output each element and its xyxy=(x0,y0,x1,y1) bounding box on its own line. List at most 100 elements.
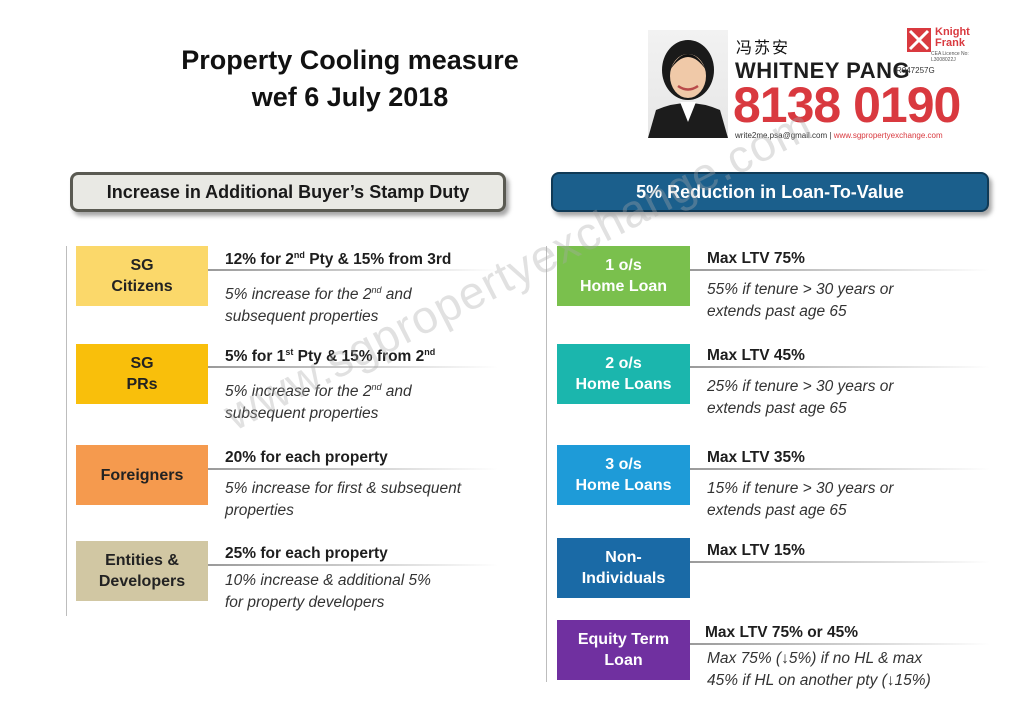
note-text: 15% if tenure > 30 years or xyxy=(707,480,894,497)
ltv-max-heading: Max LTV 75% or 45% xyxy=(705,624,859,641)
ltv-note: 55% if tenure > 30 years or extends past… xyxy=(707,279,894,323)
absd-note: 5% increase for the 2nd and subsequent p… xyxy=(225,376,412,425)
category-label: Home Loan xyxy=(579,278,668,295)
absd-rate-heading: 25% for each property xyxy=(225,545,388,563)
absd-divider xyxy=(66,246,67,616)
note-text: subsequent properties xyxy=(225,308,379,326)
ltv-divider xyxy=(546,246,547,682)
note-text: for property developers xyxy=(225,594,385,611)
category-label: Non- xyxy=(605,549,642,566)
category-label: SG xyxy=(130,355,154,372)
row-rule xyxy=(690,643,990,645)
ltv-max-heading: Max LTV 45% xyxy=(707,347,805,364)
note-text: subsequent properties xyxy=(225,405,379,423)
rate-text: Pty & 15% from 3rd xyxy=(304,251,452,269)
category-label: Individuals xyxy=(581,570,666,587)
note-text: and xyxy=(381,286,412,304)
agent-phone[interactable]: 8138 0190 xyxy=(733,77,961,133)
absd-category-sg-prs: SG PRs xyxy=(76,344,208,404)
agent-registration: R047257G xyxy=(896,66,935,75)
note-text: Max 75% (↓5%) if no HL & max xyxy=(707,650,923,667)
absd-category-entities-developers: Entities & Developers xyxy=(76,541,208,601)
category-label: Entities & xyxy=(105,552,179,569)
ltv-category-1-home-loan: 1 o/s Home Loan xyxy=(557,246,690,306)
row-rule xyxy=(208,468,498,470)
category-label: 3 o/s xyxy=(605,456,642,473)
brand-line-1: Knight xyxy=(935,26,970,38)
row-rule xyxy=(690,269,990,271)
note-text: 5% increase for the 2 xyxy=(225,286,372,304)
rate-text: Pty & 15% from 2 xyxy=(293,348,425,366)
ltv-category-non-individuals: Non- Individuals xyxy=(557,538,690,598)
note-text: 10% increase & additional 5% xyxy=(225,572,431,589)
absd-note: 5% increase for first & subsequent prope… xyxy=(225,478,461,522)
note-text: extends past age 65 xyxy=(707,303,847,320)
note-text: 5% increase for first & subsequent xyxy=(225,480,462,497)
absd-rate-heading: 5% for 1st Pty & 15% from 2nd xyxy=(225,347,435,366)
ltv-note: Max 75% (↓5%) if no HL & max 45% if HL o… xyxy=(707,648,931,692)
agent-contact: write2me.psa@gmail.com | www.sgpropertye… xyxy=(735,131,943,140)
absd-category-sg-citizens: SG Citizens xyxy=(76,246,208,306)
rate-text: 25% for each property xyxy=(225,545,388,562)
title-line-2: wef 6 July 2018 xyxy=(251,82,449,112)
agent-photo xyxy=(648,30,728,138)
ltv-heading: 5% Reduction in Loan-To-Value xyxy=(551,172,989,212)
row-rule xyxy=(208,269,498,271)
rate-sup: st xyxy=(285,347,294,357)
note-text: 45% if HL on another pty (↓15%) xyxy=(707,672,931,689)
row-rule xyxy=(690,366,990,368)
ltv-note: 15% if tenure > 30 years or extends past… xyxy=(707,478,894,522)
row-rule xyxy=(208,564,498,566)
category-label: 2 o/s xyxy=(605,355,642,372)
ltv-category-equity-term-loan: Equity Term Loan xyxy=(557,620,690,680)
page-title: Property Cooling measure wef 6 July 2018 xyxy=(90,42,610,116)
ltv-category-3-home-loans: 3 o/s Home Loans xyxy=(557,445,690,505)
brand-line-2: Frank xyxy=(935,37,965,49)
note-text: 25% if tenure > 30 years or xyxy=(707,378,894,395)
note-text: 5% increase for the 2 xyxy=(225,383,372,401)
note-sup: nd xyxy=(371,382,382,392)
rate-sup: nd xyxy=(424,347,436,357)
note-text: extends past age 65 xyxy=(707,502,847,519)
absd-heading: Increase in Additional Buyer’s Stamp Dut… xyxy=(70,172,506,212)
note-text: extends past age 65 xyxy=(707,400,847,417)
agent-portrait-icon xyxy=(648,40,728,138)
category-label: Citizens xyxy=(111,278,173,295)
category-label: 1 o/s xyxy=(605,257,642,274)
category-label: Foreigners xyxy=(100,466,184,484)
note-text: and xyxy=(381,383,412,401)
contact-separator: | xyxy=(829,131,832,140)
rate-text: 12% for 2 xyxy=(225,251,294,269)
note-sup: nd xyxy=(371,285,382,295)
rate-text: 5% for 1 xyxy=(225,348,286,366)
agent-email[interactable]: write2me.psa@gmail.com xyxy=(735,131,828,140)
ltv-note: 25% if tenure > 30 years or extends past… xyxy=(707,376,894,420)
absd-category-foreigners: Foreigners xyxy=(76,445,208,505)
ltv-max-heading: Max LTV 35% xyxy=(707,449,805,466)
category-label: PRs xyxy=(126,376,158,393)
ltv-max-heading: Max LTV 75% xyxy=(707,250,805,267)
row-rule xyxy=(208,366,498,368)
row-rule xyxy=(690,561,990,563)
absd-rate-heading: 20% for each property xyxy=(225,449,388,467)
note-text: properties xyxy=(225,502,294,519)
agent-name: WHITNEY PANG xyxy=(735,58,911,83)
knight-frank-logo-icon xyxy=(907,28,931,52)
category-label: Home Loans xyxy=(575,477,672,494)
category-label: Loan xyxy=(604,652,643,669)
category-label: Equity Term xyxy=(577,631,670,648)
row-rule xyxy=(690,468,990,470)
title-line-1: Property Cooling measure xyxy=(181,45,519,75)
category-label: Home Loans xyxy=(575,376,672,393)
brand-name: Knight Frank xyxy=(935,27,970,49)
note-text: 55% if tenure > 30 years or xyxy=(707,281,894,298)
agent-website[interactable]: www.sgpropertyexchange.com xyxy=(833,131,943,140)
absd-rate-heading: 12% for 2nd Pty & 15% from 3rd xyxy=(225,250,451,269)
agent-chinese-name: 冯苏安 xyxy=(736,38,791,57)
absd-note: 5% increase for the 2nd and subsequent p… xyxy=(225,279,412,328)
brand-licence: CEA Licence No: L3008022J xyxy=(931,51,969,63)
ltv-max-heading: Max LTV 15% xyxy=(707,542,805,559)
rate-text: 20% for each property xyxy=(225,449,388,466)
absd-note: 10% increase & additional 5% for propert… xyxy=(225,570,431,614)
ltv-category-2-home-loans: 2 o/s Home Loans xyxy=(557,344,690,404)
